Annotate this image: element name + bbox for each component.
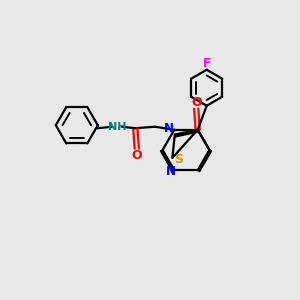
Text: O: O [131, 149, 142, 162]
Text: O: O [191, 96, 202, 109]
Text: S: S [175, 153, 184, 166]
Text: NH: NH [108, 122, 127, 132]
Text: N: N [166, 165, 176, 178]
Text: N: N [164, 122, 174, 135]
Text: F: F [202, 57, 211, 70]
